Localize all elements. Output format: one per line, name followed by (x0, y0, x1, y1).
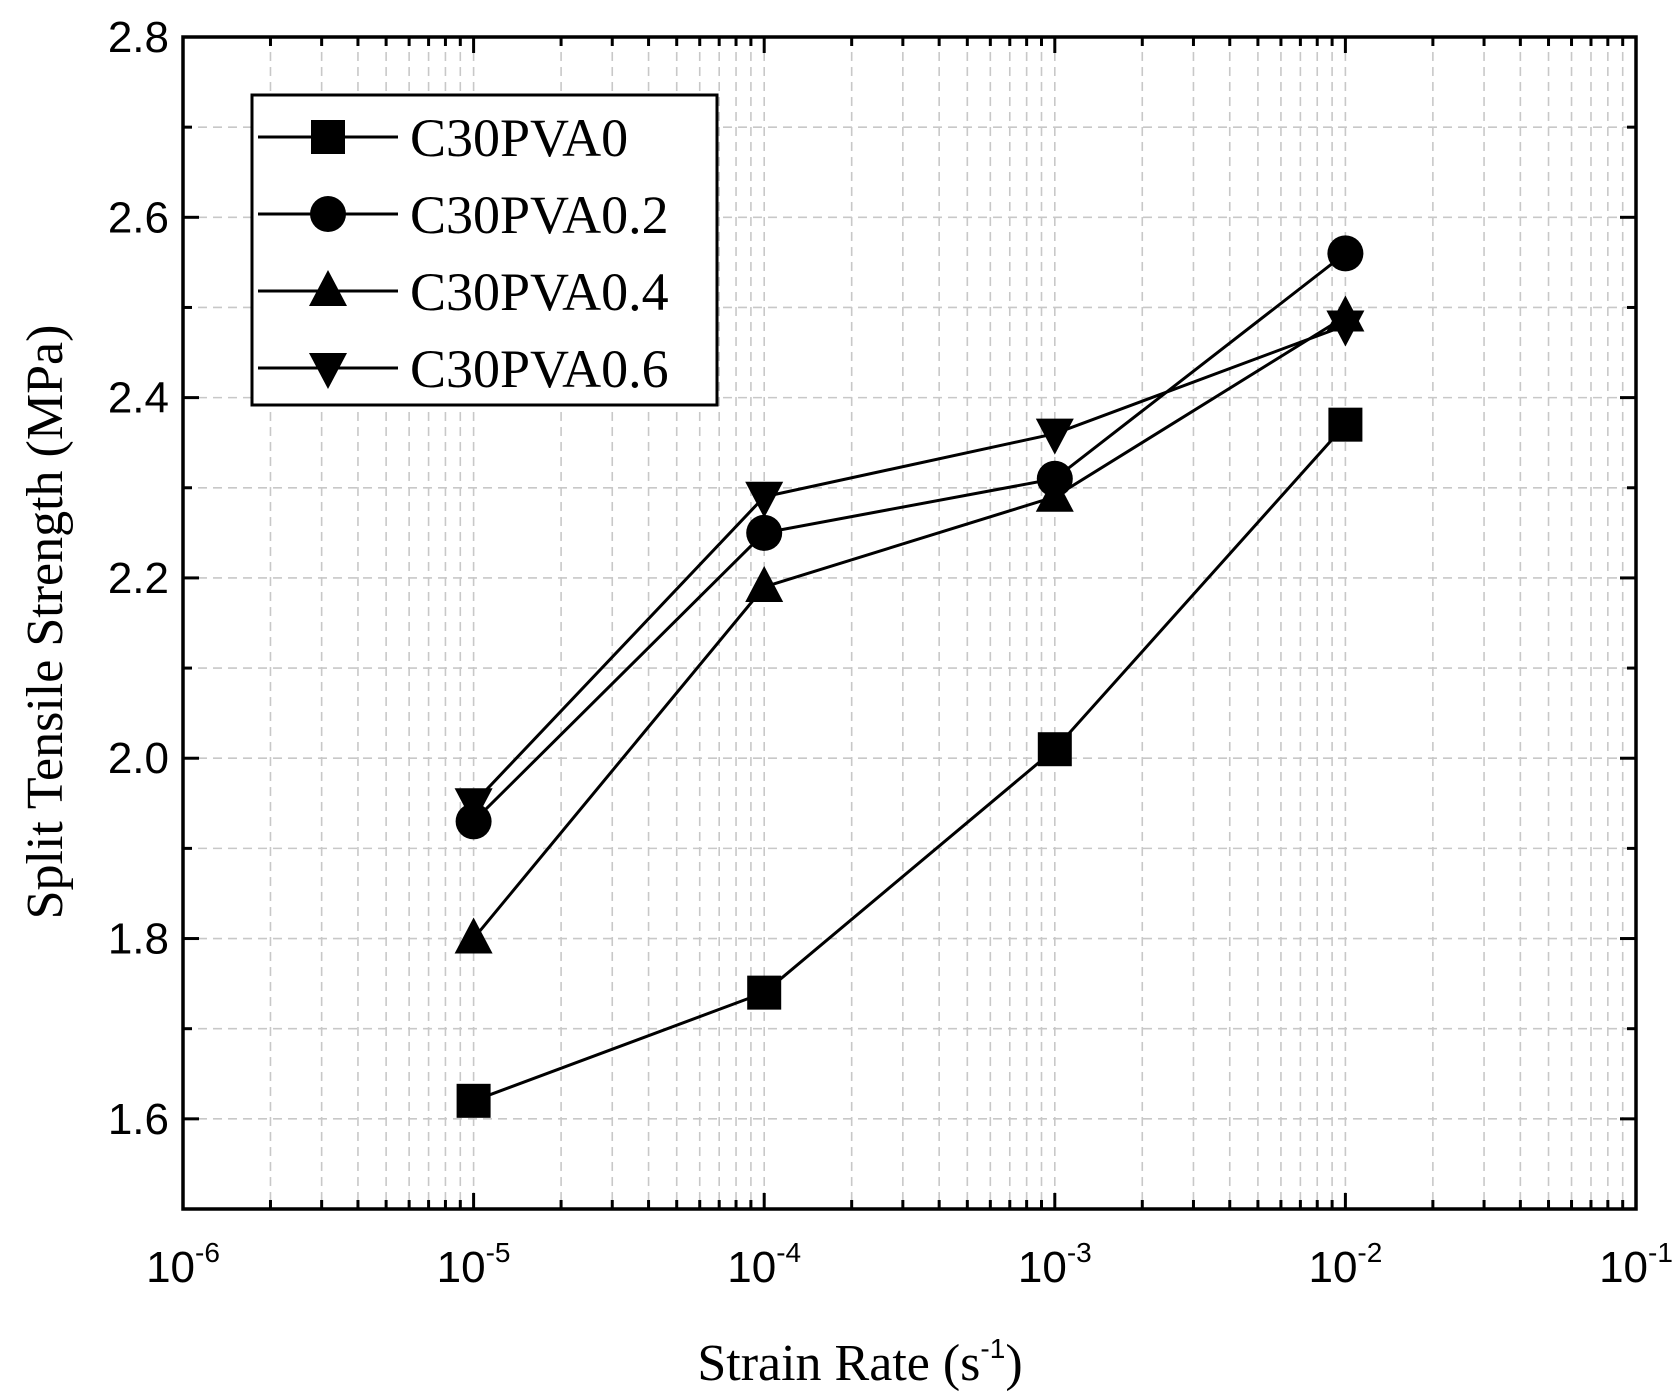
legend-marker (309, 353, 347, 389)
series-line (472, 315, 1347, 940)
x-axis-title-exponent: -1 (980, 1333, 1005, 1364)
data-point (746, 514, 783, 551)
series-C30PVA0 (456, 407, 1363, 1118)
tick-layer (183, 37, 1636, 1209)
data-point (1035, 418, 1074, 455)
legend-entry: C30PVA0.2 (258, 185, 669, 245)
data-point (454, 788, 493, 825)
legend-label: C30PVA0.4 (410, 262, 669, 322)
legend: C30PVA0 C30PVA0.2 C30PVA0.4 C30PVA0.6 (250, 93, 719, 407)
data-point (1328, 407, 1363, 442)
data-point (456, 1083, 491, 1118)
series-layer (454, 235, 1365, 1118)
legend-marker (309, 270, 347, 306)
data-point (747, 975, 782, 1010)
series-line (473, 423, 1347, 1103)
data-point (745, 565, 784, 602)
data-point (745, 481, 784, 518)
data-point (1326, 310, 1365, 347)
x-axis-title-suffix: ) (1005, 1335, 1022, 1392)
legend-entry: C30PVA0 (258, 108, 628, 168)
data-point (1035, 475, 1074, 512)
y-tick-label: 1.8 (108, 915, 169, 964)
data-point (1037, 732, 1072, 767)
series-line (472, 324, 1346, 805)
x-axis-title: Strain Rate (s-1) (697, 1333, 1022, 1392)
data-point (454, 917, 493, 954)
tick-label-layer: 1.6 1.8 2.0 2.2 2.4 2.6 2.8 10-6 10-5 10-4 10-3 10-… (108, 13, 1672, 1292)
x-tick-label: 10-3 (1018, 1237, 1092, 1292)
legend-label: C30PVA0.2 (410, 185, 669, 245)
legend-entry: C30PVA0.6 (258, 339, 669, 399)
series-C30PVA0.4 (454, 295, 1365, 954)
y-axis-title: Split Tensile Strength (MPa) (17, 325, 74, 920)
y-tick-label: 2.4 (108, 374, 169, 423)
legend-label: C30PVA0.6 (410, 339, 669, 399)
series-line (472, 252, 1347, 823)
plot-frame (181, 35, 1638, 1211)
series-C30PVA0.6 (454, 310, 1365, 825)
y-tick-label: 2.6 (108, 193, 169, 242)
legend-marker (310, 196, 346, 232)
y-tick-label: 2.8 (108, 13, 169, 62)
x-tick-label: 10-6 (146, 1237, 220, 1292)
x-tick-label: 10-2 (1308, 1237, 1382, 1292)
y-tick-label: 1.6 (108, 1095, 169, 1144)
y-tick-label: 2.0 (108, 734, 169, 783)
x-tick-label: 10-1 (1599, 1237, 1672, 1292)
legend-label: C30PVA0 (410, 108, 628, 168)
legend-entry: C30PVA0.4 (258, 262, 669, 322)
legend-marker (311, 120, 345, 154)
x-tick-label: 10-4 (727, 1237, 801, 1292)
y-tick-label: 2.2 (108, 554, 169, 603)
x-tick-label: 10-5 (437, 1237, 511, 1292)
x-axis-title-text: Strain Rate (s (697, 1335, 980, 1392)
data-point (1327, 235, 1364, 272)
